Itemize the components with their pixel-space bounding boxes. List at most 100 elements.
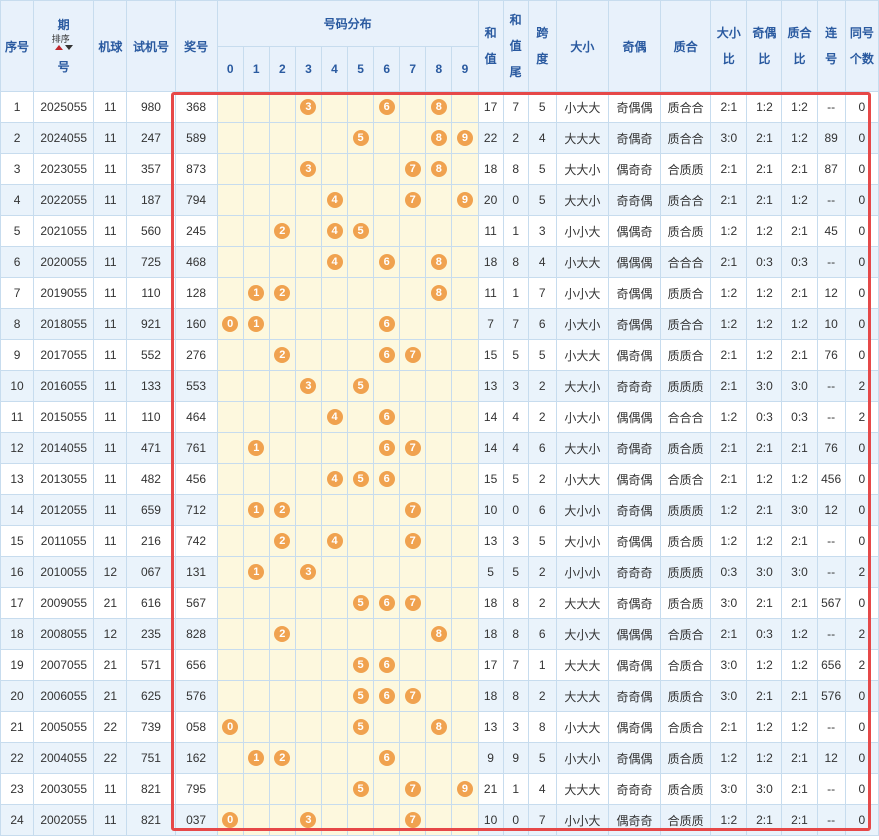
cell-digit-2: [268, 432, 296, 464]
cell-pc-ratio: 2:1: [781, 339, 818, 371]
cell-primecomp: 质合质: [660, 742, 712, 774]
cell-digit-2: 2: [268, 339, 296, 371]
table-row: 3 2023055 11 357 873 3 7 8 18 8 5 大大小 偶奇奇 合质质 2:1 2:1 2:…: [0, 153, 879, 185]
cell-digit-6: 6: [373, 587, 401, 619]
cell-oe-ratio: 3:0: [746, 773, 783, 805]
cell-digit-7: [399, 463, 427, 495]
cell-primecomp: 质合合: [660, 308, 712, 340]
cell-consec: 45: [816, 215, 846, 247]
header-digit-3: 3: [294, 46, 322, 92]
cell-trial: 067: [126, 556, 176, 588]
cell-span: 5: [527, 91, 557, 123]
cell-digit-8: [425, 742, 453, 774]
header-same: 同号 个数: [844, 0, 879, 92]
cell-seq: 14: [0, 494, 35, 526]
cell-span: 6: [527, 618, 557, 650]
cell-digit-6: [373, 215, 401, 247]
cell-span: 5: [527, 153, 557, 185]
header-same-bottom: 个数: [849, 52, 874, 66]
cell-oe-ratio: 2:1: [746, 680, 783, 712]
cell-span: 1: [527, 649, 557, 681]
cell-size-ratio: 1:2: [710, 742, 748, 774]
number-ball: 2: [274, 347, 291, 363]
cell-sum-tail: 0: [502, 184, 529, 216]
cell-consec: --: [816, 556, 846, 588]
cell-primecomp: 质质合: [660, 680, 712, 712]
cell-digit-1: [242, 680, 270, 712]
cell-sum: 10: [477, 804, 504, 836]
cell-digit-9: 9: [451, 184, 479, 216]
number-ball: 6: [378, 750, 395, 766]
sort-toggle[interactable]: 排序: [52, 34, 76, 54]
cell-digit-1: [242, 587, 270, 619]
number-ball: 1: [248, 440, 265, 456]
cell-digit-0: [216, 91, 244, 123]
cell-digit-6: [373, 277, 401, 309]
cell-period: 2003055: [33, 773, 95, 805]
number-ball: 8: [430, 99, 447, 115]
cell-trial: 235: [126, 618, 176, 650]
cell-consec: --: [816, 246, 846, 278]
cell-digit-9: [451, 680, 479, 712]
cell-oe-ratio: 2:1: [746, 804, 783, 836]
cell-digit-1: [242, 91, 270, 123]
cell-digit-8: [425, 680, 453, 712]
cell-span: 6: [527, 432, 557, 464]
cell-span: 5: [527, 339, 557, 371]
cell-digit-0: [216, 463, 244, 495]
number-ball: 7: [404, 812, 421, 828]
cell-machine: 11: [93, 525, 128, 557]
cell-size: 大大大: [555, 773, 609, 805]
cell-period: 2018055: [33, 308, 95, 340]
cell-same: 2: [844, 618, 879, 650]
header-period[interactable]: 期 排序 号: [33, 0, 95, 92]
cell-digit-6: 6: [373, 649, 401, 681]
header-size: 大小: [555, 0, 609, 92]
cell-size-ratio: 2:1: [710, 432, 748, 464]
table-row: 2 2024055 11 247 589 5 8 9 22 2 4 大大大 奇偶奇 质合合 3:0 2:1 1:…: [0, 122, 879, 154]
cell-digit-6: [373, 153, 401, 185]
table-row: 12 2014055 11 471 761 1 6 7 14 4 6 大大小 奇偶奇 质合质 2:1 2:1 2…: [0, 432, 879, 464]
cell-digit-6: [373, 804, 401, 836]
cell-machine: 11: [93, 308, 128, 340]
cell-same: 0: [844, 308, 879, 340]
cell-digit-5: [347, 308, 375, 340]
cell-digit-8: [425, 432, 453, 464]
cell-size: 大大大: [555, 122, 609, 154]
cell-primecomp: 质合质: [660, 773, 712, 805]
cell-size: 小小小: [555, 556, 609, 588]
cell-sum: 13: [477, 711, 504, 743]
cell-digit-3: [294, 432, 322, 464]
cell-sum: 10: [477, 494, 504, 526]
cell-prize: 589: [174, 122, 218, 154]
cell-digit-2: [268, 246, 296, 278]
cell-size: 大大大: [555, 680, 609, 712]
cell-digit-0: [216, 618, 244, 650]
cell-digit-1: [242, 525, 270, 557]
number-ball: 8: [430, 626, 447, 642]
cell-digit-9: [451, 215, 479, 247]
header-span-bottom: 度: [536, 52, 549, 66]
cell-machine: 21: [93, 649, 128, 681]
cell-digit-7: [399, 742, 427, 774]
cell-digit-2: 2: [268, 494, 296, 526]
cell-same: 0: [844, 463, 879, 495]
cell-digit-7: 7: [399, 804, 427, 836]
cell-digit-0: 0: [216, 308, 244, 340]
header-sum-tail: 和 值 尾: [502, 0, 529, 92]
cell-digit-5: [347, 246, 375, 278]
cell-span: 7: [527, 277, 557, 309]
cell-machine: 11: [93, 153, 128, 185]
cell-digit-3: [294, 649, 322, 681]
cell-digit-0: [216, 184, 244, 216]
cell-digit-0: [216, 370, 244, 402]
cell-oe-ratio: 1:2: [746, 711, 783, 743]
cell-oe-ratio: 1:2: [746, 91, 783, 123]
cell-same: 0: [844, 711, 879, 743]
cell-digit-2: 2: [268, 618, 296, 650]
cell-trial: 357: [126, 153, 176, 185]
cell-sum: 7: [477, 308, 504, 340]
cell-pc-ratio: 2:1: [781, 587, 818, 619]
cell-size: 大大小: [555, 184, 609, 216]
cell-digit-5: [347, 153, 375, 185]
